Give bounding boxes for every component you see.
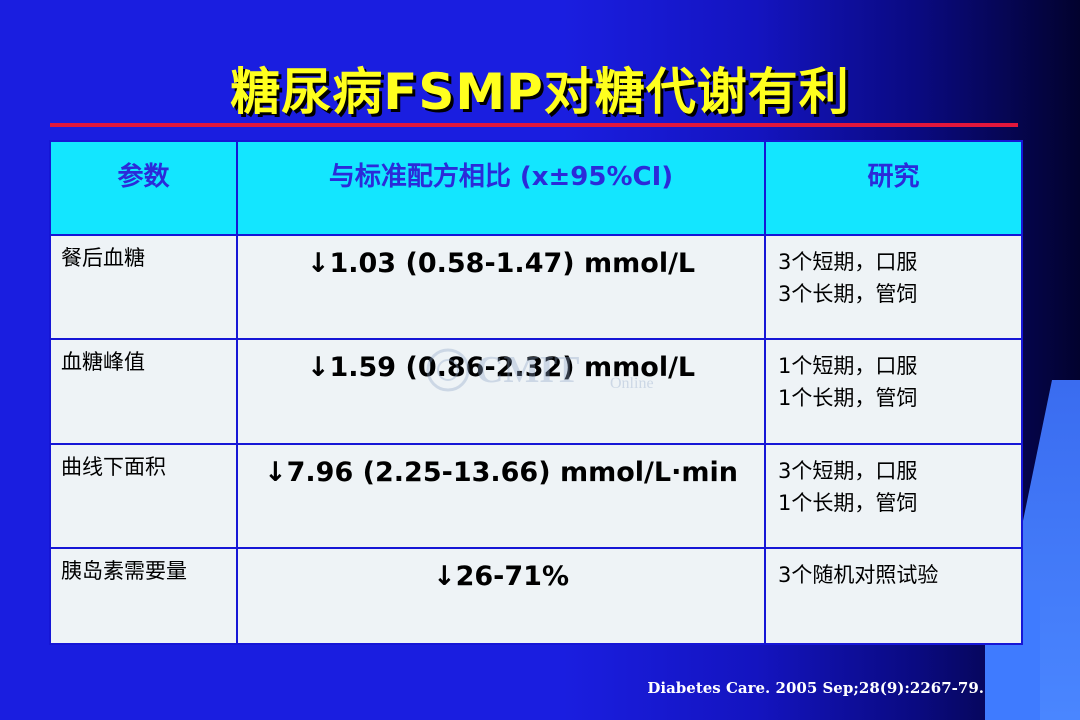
row-param: 胰岛素需要量 [49, 547, 238, 645]
table-row: 血糖峰值 ↓1.59 (0.86-2.32) mmol/L 1个短期，口服 1个… [49, 338, 1023, 445]
table-row: 餐后血糖 ↓1.03 (0.58-1.47) mmol/L 3个短期，口服 3个… [49, 234, 1023, 340]
study-line: 1个长期，管饲 [778, 491, 918, 515]
table-row: 曲线下面积 ↓7.96 (2.25-13.66) mmol/L·min 3个短期… [49, 443, 1023, 549]
header-param: 参数 [49, 140, 238, 236]
row-value: ↓26-71% [236, 547, 766, 645]
row-study: 3个短期，口服 1个长期，管饲 [764, 443, 1023, 549]
row-value: ↓1.03 (0.58-1.47) mmol/L [236, 234, 766, 340]
study-line: 1个短期，口服 [778, 354, 918, 378]
study-line: 3个随机对照试验 [778, 563, 939, 587]
row-value: ↓1.59 (0.86-2.32) mmol/L [236, 338, 766, 445]
slide-title: 糖尿病FSMP对糖代谢有利 [230, 63, 850, 121]
row-param: 曲线下面积 [49, 443, 238, 549]
header-study: 研究 [764, 140, 1023, 236]
citation: Diabetes Care. 2005 Sep;28(9):2267-79. [647, 679, 984, 697]
table-header-row: 参数 与标准配方相比 (x±95%CI) 研究 [49, 140, 1023, 236]
row-param: 餐后血糖 [49, 234, 238, 340]
row-study: 1个短期，口服 1个长期，管饲 [764, 338, 1023, 445]
title-divider [50, 123, 1018, 127]
row-study: 3个随机对照试验 [764, 547, 1023, 645]
table-row: 胰岛素需要量 ↓26-71% 3个随机对照试验 [49, 547, 1023, 645]
results-table: 参数 与标准配方相比 (x±95%CI) 研究 餐后血糖 ↓1.03 (0.58… [49, 140, 1023, 645]
header-comparison: 与标准配方相比 (x±95%CI) [236, 140, 766, 236]
study-line: 3个短期，口服 [778, 250, 918, 274]
row-value: ↓7.96 (2.25-13.66) mmol/L·min [236, 443, 766, 549]
study-line: 3个长期，管饲 [778, 282, 918, 306]
row-param: 血糖峰值 [49, 338, 238, 445]
study-line: 3个短期，口服 [778, 459, 918, 483]
study-line: 1个长期，管饲 [778, 386, 918, 410]
row-study: 3个短期，口服 3个长期，管饲 [764, 234, 1023, 340]
